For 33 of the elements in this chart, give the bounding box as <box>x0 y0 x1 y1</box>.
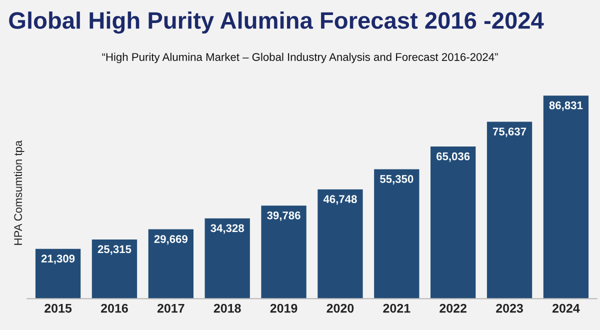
data-label: 55,350 <box>380 175 414 185</box>
data-label: 86,831 <box>549 101 583 111</box>
data-label: 39,786 <box>267 211 300 221</box>
data-label: 25,315 <box>98 245 132 255</box>
x-tick-label: 2022 <box>440 304 466 313</box>
x-tick-label: 2023 <box>496 304 523 313</box>
x-tick-label: 2016 <box>101 304 128 313</box>
chart-title: Global High Purity Alumina Forecast 2016 -2024 <box>9 12 544 34</box>
bar <box>204 218 250 299</box>
bar <box>35 248 81 299</box>
y-axis-title: HPA Comsumtion tpa <box>14 140 24 245</box>
data-label: 75,637 <box>493 128 526 138</box>
x-tick-label: 2015 <box>44 304 72 313</box>
bar <box>318 189 363 299</box>
x-tick-label: 2018 <box>214 304 241 313</box>
bar <box>543 96 589 299</box>
bar <box>261 206 306 299</box>
x-tick-label: 2020 <box>326 304 354 313</box>
data-label: 29,669 <box>154 235 188 245</box>
data-label: 21,309 <box>41 254 75 264</box>
data-label: 65,036 <box>436 152 470 162</box>
bar <box>148 229 194 299</box>
data-label: 34,328 <box>210 224 244 234</box>
bar <box>486 122 532 299</box>
x-tick-label: 2024 <box>552 304 580 313</box>
bar <box>92 239 138 299</box>
x-tick-label: 2021 <box>383 304 410 313</box>
bar <box>374 169 420 299</box>
bar <box>430 146 476 299</box>
x-tick-label: 2017 <box>157 304 184 313</box>
x-tick-label: 2019 <box>270 304 298 313</box>
data-label: 46,748 <box>323 195 357 205</box>
chart-subtitle: “High Purity Alumina Market – Global Industry Analysis and Forecast 2016-2024” <box>102 52 498 64</box>
